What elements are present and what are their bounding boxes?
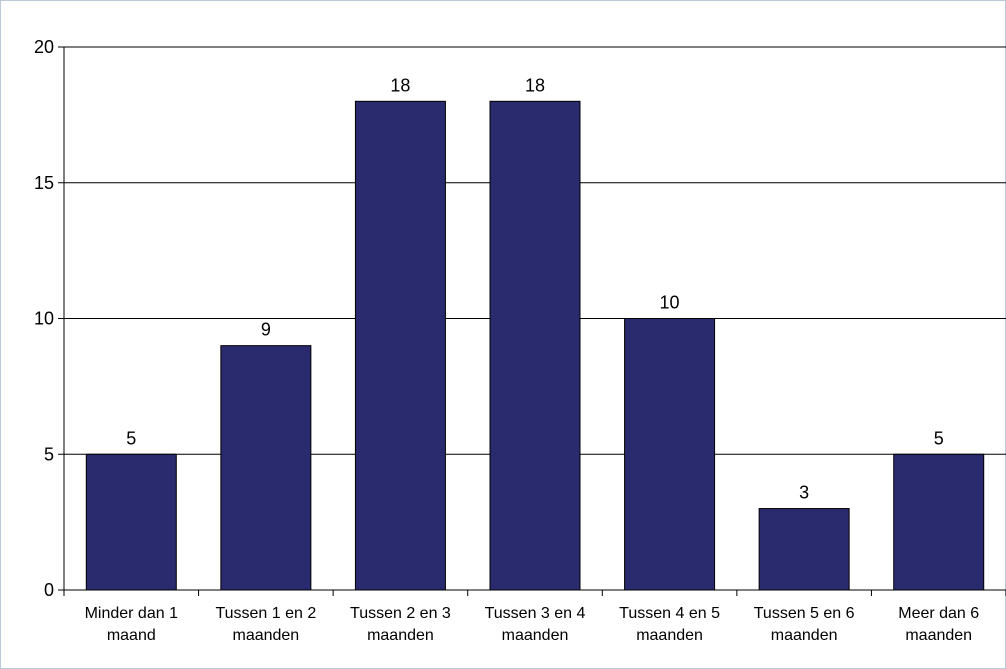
category-label: maanden <box>905 627 972 644</box>
data-label: 18 <box>525 75 545 95</box>
bar <box>354 100 446 591</box>
data-label: 9 <box>261 320 271 340</box>
category-label: maanden <box>771 627 838 644</box>
data-label: 3 <box>799 483 809 503</box>
category-label: Tussen 2 en 3 <box>350 605 451 622</box>
category-label: Tussen 1 en 2 <box>215 605 316 622</box>
data-label: 10 <box>660 293 680 313</box>
bar <box>624 318 716 591</box>
y-tick-label: 0 <box>44 580 54 600</box>
category-label: Meer dan 6 <box>898 605 979 622</box>
category-label: maanden <box>502 627 569 644</box>
data-label: 5 <box>934 428 944 448</box>
category-label: Tussen 4 en 5 <box>619 605 720 622</box>
bars <box>85 100 985 591</box>
labels: 0 5 10 15 20 5 Minder dan 1 maand 9 Tussen 1 en 2… <box>34 37 979 644</box>
bar <box>220 345 312 591</box>
category-label: maanden <box>636 627 703 644</box>
category-label: Tussen 5 en 6 <box>754 605 855 622</box>
data-label: 18 <box>390 75 410 95</box>
category-label: maanden <box>232 627 299 644</box>
bar <box>85 453 177 591</box>
category-label: Minder dan 1 <box>85 605 178 622</box>
category-label: maand <box>107 627 156 644</box>
data-label: 5 <box>126 428 136 448</box>
category-label: Tussen 3 en 4 <box>485 605 586 622</box>
y-tick-label: 20 <box>34 37 54 57</box>
bar <box>893 453 985 591</box>
axes <box>58 46 1006 596</box>
bar <box>758 508 850 591</box>
y-tick-label: 5 <box>44 444 54 464</box>
category-label: maanden <box>367 627 434 644</box>
y-tick-label: 10 <box>34 309 54 329</box>
y-tick-label: 15 <box>34 173 54 193</box>
bar <box>489 100 581 591</box>
